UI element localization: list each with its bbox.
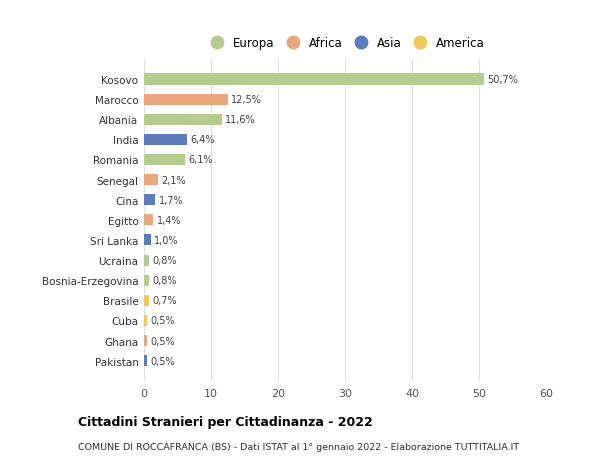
Bar <box>144 235 151 246</box>
Text: Cittadini Stranieri per Cittadinanza - 2022: Cittadini Stranieri per Cittadinanza - 2… <box>78 415 373 428</box>
Text: 1,7%: 1,7% <box>159 195 184 205</box>
Bar <box>144 155 185 166</box>
Bar <box>144 95 228 106</box>
Bar <box>144 315 148 326</box>
Text: 2,1%: 2,1% <box>161 175 186 185</box>
Text: 50,7%: 50,7% <box>487 75 518 85</box>
Text: 0,7%: 0,7% <box>152 296 176 306</box>
Text: 0,5%: 0,5% <box>151 316 175 326</box>
Text: COMUNE DI ROCCAFRANCA (BS) - Dati ISTAT al 1° gennaio 2022 - Elaborazione TUTTIT: COMUNE DI ROCCAFRANCA (BS) - Dati ISTAT … <box>78 442 519 451</box>
Text: 11,6%: 11,6% <box>225 115 256 125</box>
Bar <box>144 114 222 125</box>
Bar <box>144 215 154 226</box>
Bar <box>144 74 484 85</box>
Text: 1,0%: 1,0% <box>154 235 179 246</box>
Text: 12,5%: 12,5% <box>231 95 262 105</box>
Bar <box>144 295 149 306</box>
Bar <box>144 195 155 206</box>
Bar <box>144 174 158 186</box>
Bar <box>144 134 187 146</box>
Text: 0,5%: 0,5% <box>151 356 175 366</box>
Bar <box>144 255 149 266</box>
Legend: Europa, Africa, Asia, America: Europa, Africa, Asia, America <box>202 34 488 53</box>
Text: 1,4%: 1,4% <box>157 215 181 225</box>
Text: 0,8%: 0,8% <box>153 256 177 265</box>
Text: 6,1%: 6,1% <box>188 155 213 165</box>
Text: 0,8%: 0,8% <box>153 275 177 285</box>
Bar <box>144 275 149 286</box>
Text: 6,4%: 6,4% <box>190 135 215 145</box>
Text: 0,5%: 0,5% <box>151 336 175 346</box>
Bar <box>144 355 148 366</box>
Bar <box>144 335 148 346</box>
